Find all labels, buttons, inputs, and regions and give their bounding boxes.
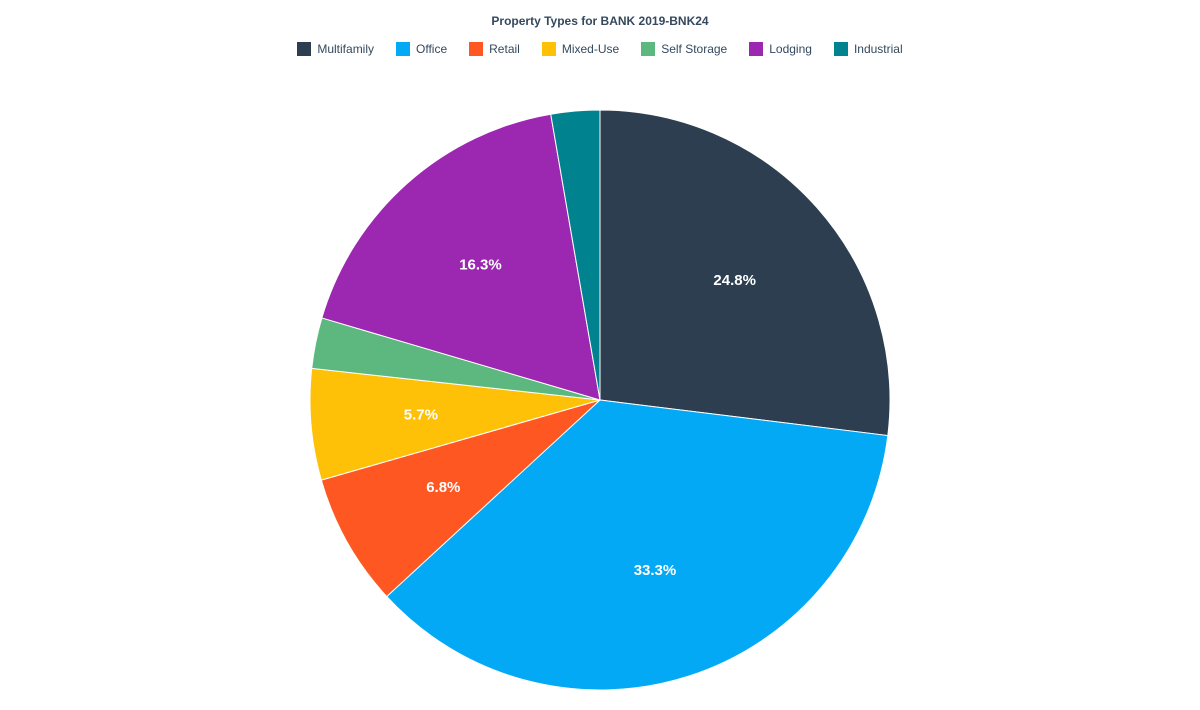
- legend-label: Lodging: [769, 42, 812, 56]
- slice-label: 24.8%: [713, 272, 756, 289]
- slice-label: 16.3%: [459, 257, 502, 274]
- chart-title: Property Types for BANK 2019-BNK24: [0, 0, 1200, 28]
- legend-item[interactable]: Multifamily: [297, 42, 374, 56]
- legend: Multifamily Office Retail Mixed-Use Self Sto…: [0, 42, 1200, 56]
- slice-label: 5.7%: [404, 406, 438, 423]
- legend-label: Mixed-Use: [562, 42, 619, 56]
- legend-item[interactable]: Mixed-Use: [542, 42, 619, 56]
- legend-item[interactable]: Office: [396, 42, 447, 56]
- slice-label: 6.8%: [426, 479, 460, 496]
- legend-label: Self Storage: [661, 42, 727, 56]
- legend-item[interactable]: Self Storage: [641, 42, 727, 56]
- legend-swatch: [469, 42, 483, 56]
- legend-label: Industrial: [854, 42, 903, 56]
- legend-item[interactable]: Lodging: [749, 42, 812, 56]
- legend-swatch: [396, 42, 410, 56]
- legend-swatch: [542, 42, 556, 56]
- legend-swatch: [834, 42, 848, 56]
- legend-swatch: [749, 42, 763, 56]
- legend-item[interactable]: Industrial: [834, 42, 903, 56]
- slice-label: 33.3%: [634, 562, 677, 579]
- legend-swatch: [297, 42, 311, 56]
- pie-chart: 24.8% 33.3% 6.8% 5.7% 16.3%: [290, 90, 910, 710]
- legend-swatch: [641, 42, 655, 56]
- legend-label: Retail: [489, 42, 520, 56]
- legend-label: Office: [416, 42, 447, 56]
- legend-item[interactable]: Retail: [469, 42, 520, 56]
- legend-label: Multifamily: [317, 42, 374, 56]
